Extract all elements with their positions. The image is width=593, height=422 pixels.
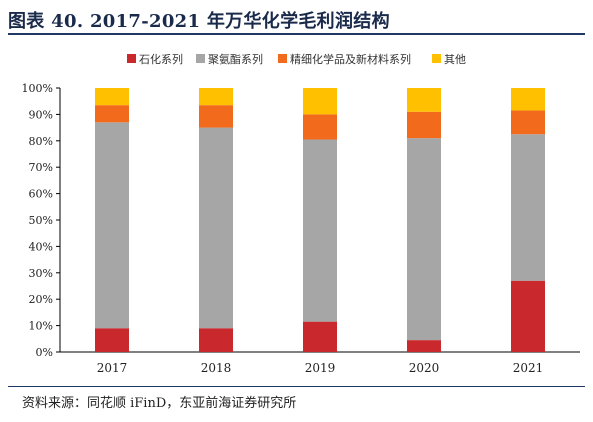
y-tick-label: 40%: [29, 240, 53, 253]
bar-segment: [407, 111, 441, 139]
legend-swatch: [432, 54, 441, 63]
x-tick-label: 2020: [409, 361, 440, 375]
y-axis: 0% 10% 20% 30% 40% 50% 60% 70% 80% 90% 100%: [22, 82, 61, 359]
y-tick-label: 90%: [29, 108, 53, 121]
legend-label: 石化系列: [139, 52, 183, 66]
bar-segment: [303, 139, 337, 322]
legend-swatch: [127, 54, 136, 63]
bar-segment: [511, 280, 545, 352]
bar-segment: [511, 134, 545, 281]
legend-swatch: [278, 54, 287, 63]
bar-stack-2018: [199, 88, 233, 352]
bar-segment: [303, 321, 337, 352]
legend-item: 石化系列: [127, 52, 183, 66]
y-tick-label: 10%: [29, 320, 53, 333]
bar-stack-2021: [511, 88, 545, 352]
y-tick-label: 50%: [29, 214, 53, 227]
legend-swatch: [196, 54, 205, 63]
stacked-bar-chart: 石化系列 聚氨酯系列 精细化学品及新材料系列 其他 0% 10% 20% 30% 40% 50%…: [22, 52, 580, 375]
bar-segment: [511, 110, 545, 135]
bar-segment: [95, 122, 129, 329]
bar-segment: [303, 114, 337, 140]
bar-stack-2017: [95, 88, 129, 352]
x-tick-label: 2021: [513, 361, 544, 375]
bar-stack-2020: [407, 88, 441, 352]
bar-segment: [199, 105, 233, 128]
source-note: 资料来源：同花顺 iFinD，东亚前海证券研究所: [22, 396, 297, 411]
chart-title: 图表 40. 2017-2021 年万华化学毛利润结构: [8, 11, 390, 32]
bar-segment: [95, 88, 129, 106]
x-tick-label: 2019: [305, 361, 336, 375]
title-divider: [8, 33, 585, 35]
legend-label: 其他: [444, 53, 466, 66]
bar-segment: [199, 328, 233, 352]
bar-segment: [95, 328, 129, 352]
x-tick-label: 2017: [97, 361, 128, 375]
bar-segment: [95, 105, 129, 123]
bar-segment: [407, 88, 441, 112]
y-tick-label: 80%: [29, 135, 53, 148]
legend-label: 聚氨酯系列: [208, 52, 263, 66]
x-axis: 2017 2018 2019 2020 2021: [60, 351, 580, 375]
legend-item: 聚氨酯系列: [196, 52, 263, 66]
bar-stack-2019: [303, 88, 337, 352]
bar-segment: [407, 340, 441, 352]
y-tick-label: 70%: [29, 161, 53, 174]
bar-segment: [303, 88, 337, 115]
bar-segment: [199, 88, 233, 106]
y-tick-label: 60%: [29, 188, 53, 201]
y-tick-label: 20%: [29, 293, 53, 306]
x-tick-label: 2018: [201, 361, 232, 375]
legend-label: 精细化学品及新材料系列: [290, 52, 411, 66]
y-tick-label: 30%: [29, 267, 53, 280]
y-tick-label: 0%: [36, 346, 53, 359]
bar-stacks: [95, 88, 545, 352]
legend-item: 精细化学品及新材料系列: [278, 52, 411, 66]
y-tick-label: 100%: [22, 82, 53, 95]
legend-item: 其他: [432, 53, 466, 66]
chart-legend: 石化系列 聚氨酯系列 精细化学品及新材料系列 其他: [127, 52, 466, 66]
source-divider: [8, 386, 585, 387]
bar-segment: [199, 127, 233, 329]
bar-segment: [511, 88, 545, 111]
bar-segment: [407, 138, 441, 341]
